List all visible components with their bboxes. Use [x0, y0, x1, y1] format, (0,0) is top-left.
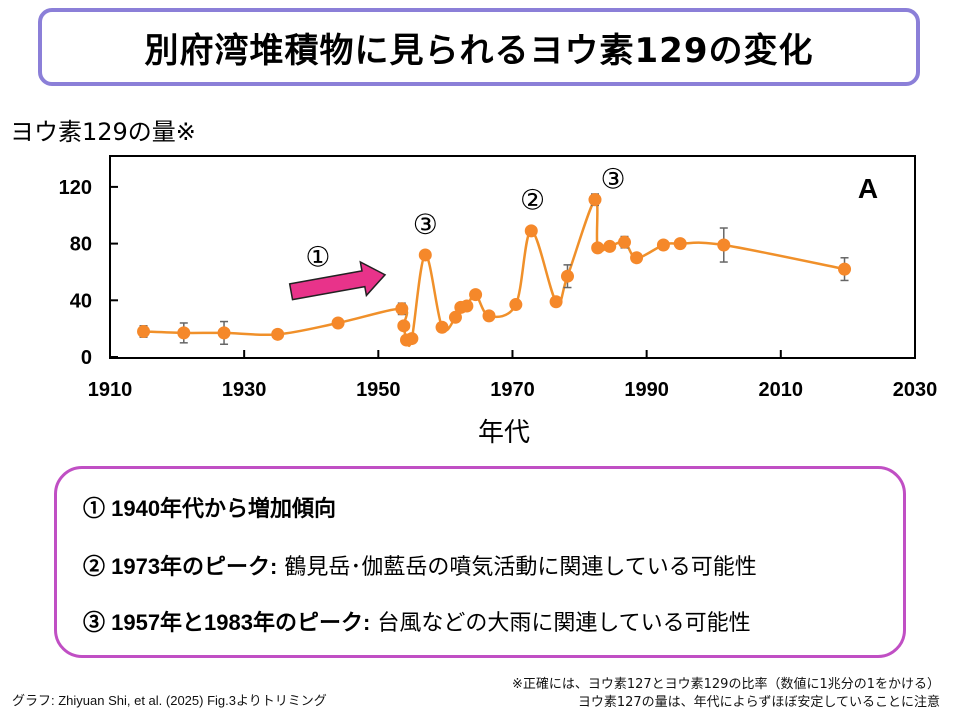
data-point [137, 324, 151, 338]
x-tick-label: 2010 [759, 379, 804, 401]
data-point [418, 248, 432, 262]
notes-box: ① 1940年代から増加傾向 ② 1973年のピーク: 鶴見岳･伽藍岳の噴気活動… [54, 466, 906, 658]
annotation-marker: ① [305, 240, 330, 273]
data-point [588, 193, 602, 207]
x-tick-label: 1910 [88, 379, 133, 401]
data-point [656, 238, 670, 252]
note-3: ③ 1957年と1983年のピーク: 台風などの大雨に関連している可能性 [83, 605, 751, 637]
page-title: 別府湾堆積物に見られるヨウ素129の変化 [144, 30, 814, 71]
panel-label: A [858, 173, 878, 204]
x-tick-label: 1990 [624, 379, 669, 401]
data-point [618, 235, 632, 249]
data-point [673, 237, 687, 251]
trend-arrow-shape [288, 260, 387, 301]
data-point [591, 241, 605, 255]
data-point [177, 326, 191, 340]
data-point [395, 302, 409, 316]
data-point [509, 298, 523, 312]
note-3-text: 台風などの大雨に関連している可能性 [370, 611, 751, 636]
y-tick-label: 0 [81, 347, 92, 369]
source-credit: グラフ: Zhiyuan Shi, et al. (2025) Fig.3よりト… [12, 693, 327, 708]
data-point [560, 269, 574, 283]
data-point [549, 295, 563, 309]
note-2-head: ② 1973年のピーク: [83, 554, 278, 579]
y-tick-label: 120 [59, 177, 92, 199]
x-tick-label: 2030 [893, 379, 938, 401]
data-point [405, 332, 419, 346]
data-point [435, 320, 449, 334]
note-1-head: ① 1940年代から増加傾向 [83, 496, 337, 521]
x-axis-label: 年代 [478, 418, 531, 448]
footnote-line-1: ※正確には、ヨウ素127とヨウ素129の比率（数値に1兆分の1をかける） [511, 677, 940, 692]
x-tick-label: 1930 [222, 379, 267, 401]
title-box: 別府湾堆積物に見られるヨウ素129の変化 [38, 8, 920, 86]
data-point [838, 262, 852, 276]
note-3-head: ③ 1957年と1983年のピーク: [83, 610, 371, 635]
data-point [217, 326, 231, 340]
plot-frame [109, 155, 916, 359]
note-2-text: 鶴見岳･伽藍岳の噴気活動に関連している可能性 [277, 555, 757, 580]
annotation-marker: ② [520, 184, 545, 217]
data-point [448, 310, 462, 324]
data-point [524, 224, 538, 238]
note-1: ① 1940年代から増加傾向 [83, 491, 336, 523]
data-point [397, 319, 411, 333]
note-2: ② 1973年のピーク: 鶴見岳･伽藍岳の噴気活動に関連している可能性 [83, 549, 757, 581]
data-point [482, 309, 496, 323]
chart: 0 40 80 120 1910 1930 1950 1970 1990 2010 2030 A ① ③ ②… [59, 155, 938, 401]
data-point [630, 251, 644, 265]
data-point [717, 238, 731, 252]
y-tick-label: 40 [70, 290, 92, 312]
y-quantity-label: ヨウ素129の量※ [10, 118, 196, 146]
footnote-line-2: ヨウ素127の量は、年代によらずほぼ安定していることに注意 [577, 695, 940, 710]
annotation-marker: ③ [413, 208, 438, 241]
trend-arrow [288, 260, 387, 301]
x-tick-label: 1950 [356, 379, 401, 401]
footnote: ※正確には、ヨウ素127とヨウ素129の比率（数値に1兆分の1をかける） ヨウ素… [512, 676, 940, 712]
data-point [460, 299, 474, 313]
data-point [603, 239, 617, 253]
series-line [143, 198, 845, 348]
data-point [271, 327, 285, 341]
annotation-marker: ③ [601, 162, 626, 195]
x-tick-label: 1970 [490, 379, 535, 401]
data-point [331, 316, 345, 330]
y-tick-label: 80 [70, 234, 92, 256]
data-point [469, 288, 483, 302]
